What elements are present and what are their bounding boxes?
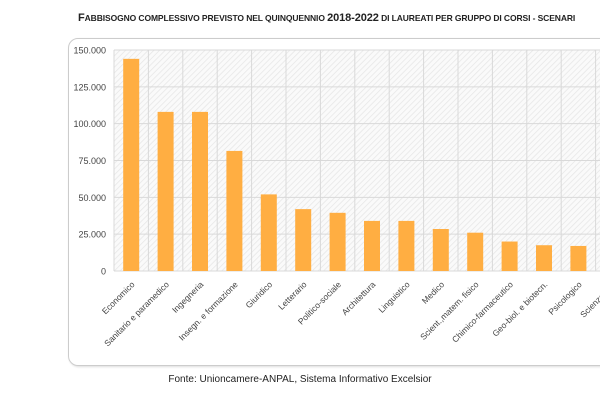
chart-source: Fonte: Unioncamere-ANPAL, Sistema Inform… (168, 374, 432, 385)
y-tick-label: 100.000 (73, 119, 106, 129)
bar (432, 229, 449, 271)
bar (157, 111, 174, 271)
chart-title: FABBISOGNO COMPLESSIVO PREVISTO NEL QUIN… (78, 12, 575, 24)
chart-frame (68, 38, 600, 366)
y-tick-label: 75.000 (78, 156, 106, 166)
y-tick-label: 125.000 (73, 82, 106, 92)
bar (501, 241, 518, 271)
title-initial: F (78, 12, 85, 24)
x-tick-label: Insegn. e formazione (177, 279, 240, 342)
bar (260, 194, 277, 271)
x-tick-label: Architettura (340, 279, 378, 317)
bar (329, 212, 346, 271)
title-part: DI LAUREATI PER GRUPPO DI CORSI - SCENAR… (378, 13, 576, 23)
bar (536, 245, 552, 271)
bar (467, 232, 484, 271)
y-tick-label: 150.000 (73, 46, 106, 56)
bar (398, 220, 415, 271)
title-years: 2018-2022 (327, 12, 379, 24)
title-part: ABBISOGNO COMPLESSIVO PREVISTO NEL QUINQ… (84, 13, 328, 23)
bar (570, 245, 587, 271)
x-tick-label: Letterario (276, 279, 309, 312)
bar (295, 209, 312, 271)
bar (123, 58, 140, 272)
x-tick-label: Linguistico (376, 279, 412, 315)
x-tick-label: Medico (420, 279, 447, 306)
bar (226, 150, 243, 271)
x-tick-label: Sanitario e paramedico (102, 279, 171, 348)
y-tick-label: 25.000 (78, 230, 106, 240)
bar (192, 111, 208, 271)
y-tick-label: 0 (101, 267, 106, 277)
x-tick-label: Chimico-farmaceutico (450, 279, 515, 344)
y-tick-label: 50.000 (78, 193, 106, 203)
x-tick-label: Giuridico (243, 279, 274, 310)
x-tick-label: Economico (100, 279, 137, 316)
bar (364, 220, 380, 271)
x-tick-label: Scient.,matem. fisico (418, 279, 481, 342)
x-tick-label: Ingegneria (170, 279, 206, 315)
